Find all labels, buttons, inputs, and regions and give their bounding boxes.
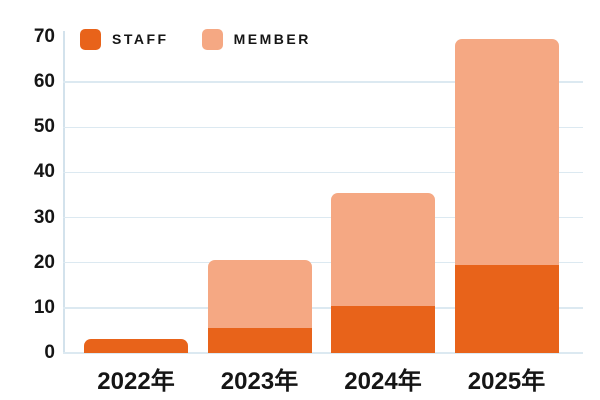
bar-segment-member [207, 260, 312, 329]
gridline [63, 81, 583, 83]
y-axis-line [63, 31, 65, 353]
y-tick-label: 70 [33, 26, 55, 47]
gridline [63, 126, 583, 129]
legend-swatch-member [201, 29, 223, 50]
gridline [63, 352, 583, 354]
bar-segment-staff [207, 328, 312, 353]
y-tick-label: 40 [33, 161, 55, 183]
y-tick-label: 60 [33, 71, 55, 93]
y-tick-label: 20 [33, 251, 55, 273]
bar-segment-staff [331, 305, 435, 353]
y-tick-label: 50 [33, 116, 55, 138]
x-tick-label: 2024年 [344, 368, 422, 395]
y-tick-label: 10 [33, 296, 55, 318]
gridline [63, 216, 583, 219]
x-tick-label: 2022年 [97, 368, 175, 395]
gridline [63, 261, 583, 264]
legend: STAFF MEMBER [80, 29, 311, 50]
bar-segment-staff [454, 264, 559, 353]
legend-item-member: MEMBER [201, 29, 311, 50]
x-tick-label: 2023年 [220, 368, 299, 395]
gridline [63, 307, 583, 309]
y-tick-label: 0 [44, 342, 55, 363]
y-tick-label: 30 [33, 206, 55, 228]
legend-item-staff: STAFF [80, 29, 169, 50]
legend-swatch-staff [80, 29, 101, 50]
bar-segment-staff [84, 339, 188, 353]
gridline [63, 171, 583, 174]
x-tick-label: 2025年 [467, 368, 546, 395]
legend-label-member: MEMBER [233, 31, 311, 47]
bar-segment-member [331, 192, 435, 306]
legend-label-staff: STAFF [112, 31, 169, 47]
bar-segment-member [454, 39, 559, 265]
